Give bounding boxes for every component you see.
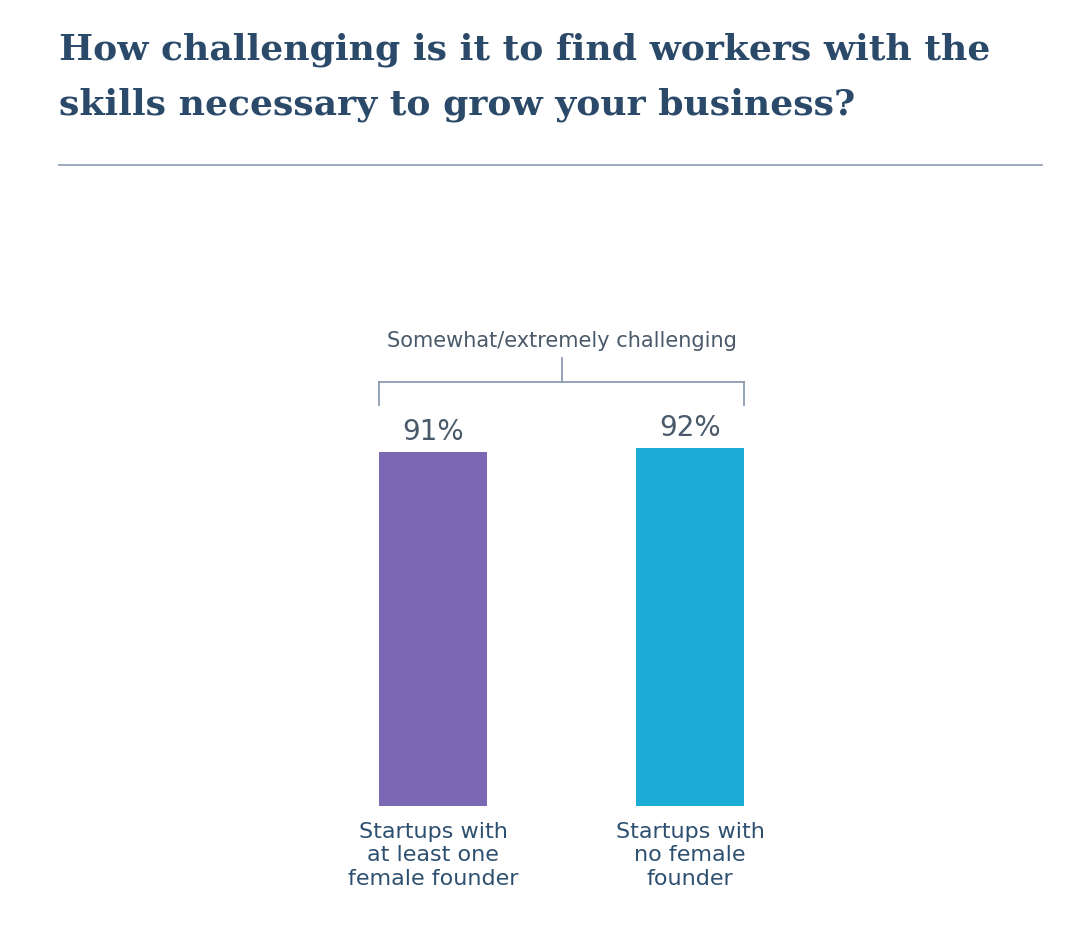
Text: 92%: 92% [660,414,721,442]
Text: 91%: 91% [402,418,463,445]
Text: Somewhat/extremely challenging: Somewhat/extremely challenging [387,331,737,351]
Bar [636,448,744,806]
Text: How challenging is it to find workers with the: How challenging is it to find workers wi… [59,32,990,67]
Text: skills necessary to grow your business?: skills necessary to grow your business? [59,88,855,122]
Bar [379,452,487,806]
